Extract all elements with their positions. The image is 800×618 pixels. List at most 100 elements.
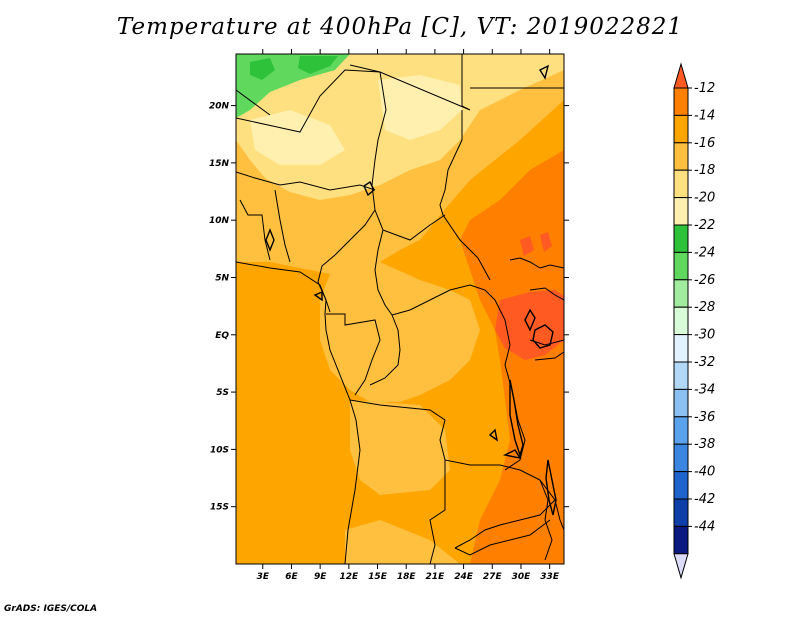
y-tick-label: 10S — [210, 445, 229, 455]
border-car-drc — [391, 284, 496, 316]
footer-credit: GrADS: IGES/COLA — [4, 604, 98, 614]
lake-kariba — [502, 449, 522, 460]
y-tick-label: 5S — [216, 388, 229, 398]
colorbar-bin — [673, 279, 689, 308]
colorbar-label: -42 — [694, 492, 715, 507]
lake-mweru — [488, 428, 499, 442]
colorbar-label: -28 — [694, 300, 715, 315]
colorbar-bin — [673, 443, 689, 473]
x-tick-label: 27E — [483, 572, 503, 582]
x-tick-label: 3E — [257, 572, 270, 582]
field-zone-18-16-d — [345, 520, 460, 564]
border-car-chad — [382, 214, 446, 241]
colorbar-bin — [673, 525, 689, 555]
colorbar-label: -14 — [694, 108, 715, 123]
y-tick-label: 15N — [209, 159, 230, 169]
border-gabon-congo — [326, 313, 381, 396]
colorbar-bin — [673, 471, 689, 500]
field-zone-22-20 — [378, 75, 462, 140]
colorbar-bin — [673, 224, 689, 253]
colorbar-bin — [673, 361, 689, 390]
colorbar-label: -18 — [694, 163, 715, 178]
colorbar-bin — [673, 114, 689, 144]
lake-malawi — [545, 459, 557, 516]
x-tick-label: 30E — [512, 572, 532, 582]
colorbar-label: -36 — [694, 410, 715, 425]
border-algeria-niger — [236, 69, 381, 133]
colorbar-bin — [673, 197, 689, 226]
x-tick-label: 24E — [454, 572, 474, 582]
x-tick-label: 9E — [314, 572, 327, 582]
lake-albert — [524, 308, 536, 332]
field-zone-26-24-b — [298, 56, 338, 74]
colorbar-bin — [673, 388, 689, 418]
border-zambia-zim — [454, 519, 551, 556]
border-angola-drc — [349, 399, 500, 466]
axes: 3E 6E 9E 12E 15E 18E 21E 24E 27E 30E 33E 20N 15N 10N 5… — [209, 49, 569, 582]
colorbar-label: -32 — [694, 355, 715, 370]
colorbar-label: -20 — [694, 191, 715, 206]
colorbar-bin — [673, 498, 689, 527]
border-zambia-tanz — [454, 464, 556, 549]
y-tick-label: 15S — [210, 503, 229, 513]
field-zone-warmest-b — [520, 236, 534, 256]
colorbar-label: -44 — [694, 519, 715, 534]
colorbar-label: -16 — [694, 136, 715, 151]
colorbar-label: -30 — [694, 328, 715, 343]
border-mozambique — [554, 499, 564, 531]
map-frame — [235, 53, 565, 565]
colorbar-label: -12 — [694, 81, 715, 96]
colorbar-bin — [673, 142, 689, 171]
y-tick-label: 20N — [209, 102, 230, 112]
colorbar-bin — [673, 251, 689, 281]
border-chad-sudan — [439, 110, 491, 281]
border-cameroon-car — [374, 229, 393, 316]
colorbar-label: -34 — [694, 382, 715, 397]
lake-tana-small — [313, 290, 323, 302]
x-tick-label: 21E — [426, 572, 446, 582]
lakes — [265, 64, 557, 516]
field-zone-warmest — [495, 290, 564, 360]
border-angola-zambia — [429, 460, 446, 564]
colorbar-bin — [673, 306, 689, 336]
colorbar-label: -22 — [694, 218, 715, 233]
border-malawi — [539, 479, 553, 561]
lake-victoria — [532, 324, 554, 349]
colorbar-label: -26 — [694, 273, 715, 288]
colorbar-bin — [673, 169, 689, 199]
colorbar-top-triangle — [673, 62, 689, 89]
field-zone-14-12 — [460, 150, 564, 564]
x-tick-label: 33E — [540, 572, 560, 582]
y-tick-label: 5N — [215, 273, 229, 283]
lake-nasser — [538, 64, 550, 80]
chart-title: Temperature at 400hPa [C], VT: 201902282… — [116, 14, 684, 40]
field-zone-warmest-c — [540, 232, 552, 252]
lake-tanganyika — [509, 379, 524, 458]
x-tick-label: 12E — [339, 572, 359, 582]
colorbar-bottom-triangle — [673, 553, 689, 580]
lake-chad — [363, 180, 375, 197]
border-congo-drc — [369, 314, 401, 386]
colorbar-label: -24 — [694, 245, 715, 260]
colorbar: -12 -14 -16 -18 -20 -22 -24 -26 -28 -30 -32 -34 -36 -… — [673, 62, 715, 580]
border-libya-niger — [236, 54, 471, 116]
field-zone-18-16-c — [350, 400, 450, 495]
x-tick-label: 15E — [368, 572, 388, 582]
x-tick-label: 18E — [397, 572, 417, 582]
y-tick-label: EQ — [215, 331, 229, 341]
colorbar-bin — [673, 87, 689, 116]
lake-volta — [265, 228, 275, 252]
country-borders — [236, 54, 564, 564]
colorbar-label: -40 — [694, 465, 715, 480]
border-sudan-ethiopia — [509, 257, 564, 269]
field-zone-22-20-b — [250, 110, 345, 165]
temperature-field — [236, 54, 564, 564]
x-tick-label: 6E — [285, 572, 298, 582]
field-zone-18-16-b — [320, 262, 480, 402]
field-zone-26-24 — [250, 58, 275, 80]
border-niger-nigeria — [236, 171, 376, 191]
colorbar-bin — [673, 416, 689, 445]
border-coast-west — [236, 261, 361, 564]
border-benin-togo — [239, 189, 291, 263]
